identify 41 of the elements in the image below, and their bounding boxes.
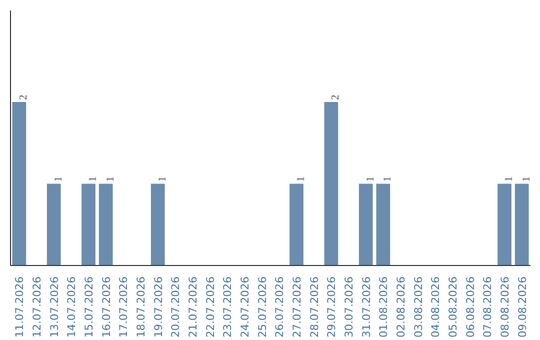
data-label: 1 bbox=[365, 176, 376, 182]
data-label: 1 bbox=[53, 176, 64, 182]
x-tick-label: 19.07.2026 bbox=[152, 276, 165, 338]
x-tick-label: 16.07.2026 bbox=[100, 276, 113, 338]
x-tick-label: 02.08.2026 bbox=[394, 276, 408, 338]
x-tick-label: 25.07.2026 bbox=[256, 276, 269, 338]
x-tick-label: 23.07.2026 bbox=[221, 276, 234, 338]
x-tick-label: 01.08.2026 bbox=[377, 276, 390, 338]
x-tick-label: 08.08.2026 bbox=[498, 276, 512, 338]
x-tick-label: 12.07.2026 bbox=[30, 276, 44, 338]
x-tick-label: 27.07.2026 bbox=[290, 276, 304, 338]
data-label: 2 bbox=[18, 94, 30, 100]
x-tick-label: 05.08.2026 bbox=[446, 276, 460, 338]
x-tick-label: 31.07.2026 bbox=[360, 276, 373, 338]
x-tick-label: 29.07.2026 bbox=[325, 276, 338, 338]
x-tick-label: 21.07.2026 bbox=[186, 276, 200, 338]
x-tick-label: 26.07.2026 bbox=[273, 276, 286, 338]
x-tick-label: 04.08.2026 bbox=[429, 276, 442, 338]
x-tick-label: 15.07.2026 bbox=[82, 276, 96, 338]
x-tick-label: 14.07.2026 bbox=[65, 276, 78, 338]
x-tick-label: 06.08.2026 bbox=[464, 276, 477, 338]
x-tick-label: 24.07.2026 bbox=[238, 276, 252, 338]
data-label: 1 bbox=[504, 176, 515, 182]
data-label: 1 bbox=[521, 176, 532, 182]
data-label: 2 bbox=[330, 94, 342, 100]
x-tick-label: 22.07.2026 bbox=[204, 276, 217, 338]
data-label: 1 bbox=[382, 176, 394, 182]
x-tick-label: 20.07.2026 bbox=[169, 276, 182, 338]
x-tick-label: 13.07.2026 bbox=[48, 276, 61, 338]
x-tick-label: 09.08.2026 bbox=[516, 276, 529, 338]
x-tick-label: 03.08.2026 bbox=[412, 276, 425, 338]
data-label: 1 bbox=[157, 176, 168, 182]
data-label: 1 bbox=[296, 176, 307, 182]
x-tick-label: 30.07.2026 bbox=[342, 276, 356, 338]
data-label: 1 bbox=[105, 176, 116, 182]
x-tick-label: 07.08.2026 bbox=[481, 276, 494, 338]
data-label: 1 bbox=[88, 176, 99, 182]
x-tick-label: 18.07.2026 bbox=[134, 276, 148, 338]
x-tick-label: 17.07.2026 bbox=[117, 276, 130, 338]
x-tick-label: 28.07.2026 bbox=[308, 276, 321, 338]
x-tick-label: 11.07.2026 bbox=[13, 276, 26, 338]
